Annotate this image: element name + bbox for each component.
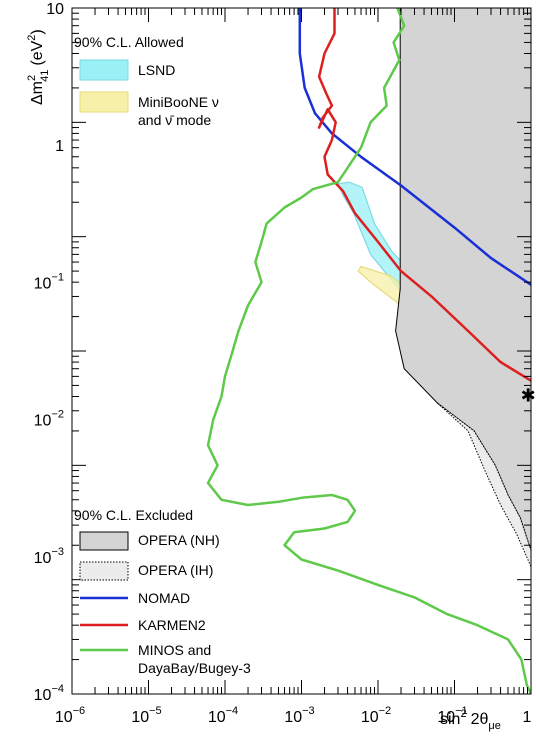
y-tick-base: 10 — [46, 1, 64, 18]
y-tick-base: 10 — [34, 275, 52, 292]
y-tick-label: 10−4 — [34, 683, 64, 704]
y-tick-base: 10 — [34, 687, 52, 704]
y-tick-label: 10−3 — [34, 546, 64, 567]
y-tick-label: 1 — [55, 138, 64, 155]
x-tick-base: 10 — [55, 709, 73, 726]
best-fit-marker: ✱ — [521, 385, 536, 406]
x-tick-exponent: −2 — [379, 705, 392, 717]
legend-excluded-header: 90% C.L. Excluded — [74, 507, 193, 523]
data-layer — [206, 8, 531, 694]
legend-excluded-label-4: MINOS and — [138, 642, 211, 658]
x-tick-label: 10−5 — [131, 705, 161, 726]
legend-excluded-label2-4: DayaBay/Bugey-3 — [138, 660, 251, 676]
opera-region-3 — [437, 402, 531, 567]
legend-swatch-0 — [79, 59, 129, 81]
y-tick-exponent: −4 — [51, 683, 64, 695]
y-axis-title: Δm241(eV2) — [26, 29, 51, 105]
legend-excluded-label-1: OPERA (IH) — [138, 562, 213, 578]
legend-excluded-swatch-0 — [79, 531, 129, 551]
x-tick-label: 10−4 — [208, 705, 238, 726]
x-tick-exponent: −6 — [73, 705, 86, 717]
y-tick-base: 10 — [34, 550, 52, 567]
y-tick-label: 10−2 — [34, 409, 64, 430]
y-tick-base: 1 — [55, 138, 64, 155]
series-line-minos-and-dayabay-bugey-3 — [206, 8, 531, 694]
y-axis-title-sup: 2 — [26, 75, 38, 81]
legend-allowed-label2-1: and ν̄ mode — [138, 112, 211, 128]
x-tick-exponent: −3 — [302, 705, 315, 717]
x-tick-base: 10 — [208, 709, 226, 726]
x-tick-label: 10−6 — [55, 705, 85, 726]
x-tick-exponent: −4 — [226, 705, 239, 717]
tick-labels: 10−6 10−5 10−4 10−3 10−2 10−1 110−410−310−210−… — [34, 1, 532, 726]
legend-excluded-label-3: KARMEN2 — [138, 617, 206, 633]
legend-allowed: 90% C.L. Allowed LSND MiniBooNE ν and ν̄ m… — [74, 34, 219, 128]
x-tick-base: 10 — [361, 709, 379, 726]
axis-ticks — [71, 7, 532, 695]
x-axis-title: sin2 2θμe — [440, 708, 501, 732]
legend-allowed-label-0: LSND — [138, 62, 175, 78]
y-tick-exponent: −2 — [51, 409, 64, 421]
x-tick-label: 10−2 — [361, 705, 391, 726]
opera-region-2 — [395, 8, 531, 551]
legend-excluded-swatch-1 — [79, 561, 129, 581]
series-line-nomad — [298, 8, 531, 286]
x-tick-label: 10−3 — [284, 705, 314, 726]
legend-allowed-header: 90% C.L. Allowed — [74, 34, 184, 50]
y-axis-title-sub: 41 — [39, 70, 51, 82]
legend-excluded: 90% C.L. Excluded OPERA (NH) OPERA (IH) NO… — [74, 507, 251, 676]
legend-swatch-1 — [79, 91, 129, 113]
legend-excluded-label-0: OPERA (NH) — [138, 532, 220, 548]
x-tick-exponent: −1 — [455, 705, 468, 717]
x-tick-base: 10 — [437, 709, 455, 726]
y-tick-exponent: −1 — [51, 271, 64, 283]
series-line-karmen2 — [317, 8, 531, 382]
y-tick-exponent: −3 — [51, 546, 64, 558]
y-tick-base: 10 — [34, 413, 52, 430]
x-tick-base: 1 — [523, 709, 532, 726]
x-tick-base: 10 — [131, 709, 149, 726]
x-tick-base: 10 — [284, 709, 302, 726]
x-tick-label: 1 — [523, 709, 532, 726]
y-tick-label: 10 — [46, 1, 64, 18]
x-tick-label: 10−1 — [437, 705, 467, 726]
legend-excluded-label-2: NOMAD — [138, 590, 190, 606]
x-tick-exponent: −5 — [149, 705, 162, 717]
y-tick-label: 10−1 — [34, 271, 64, 292]
legend-allowed-label-1: MiniBooNE ν — [138, 94, 219, 110]
